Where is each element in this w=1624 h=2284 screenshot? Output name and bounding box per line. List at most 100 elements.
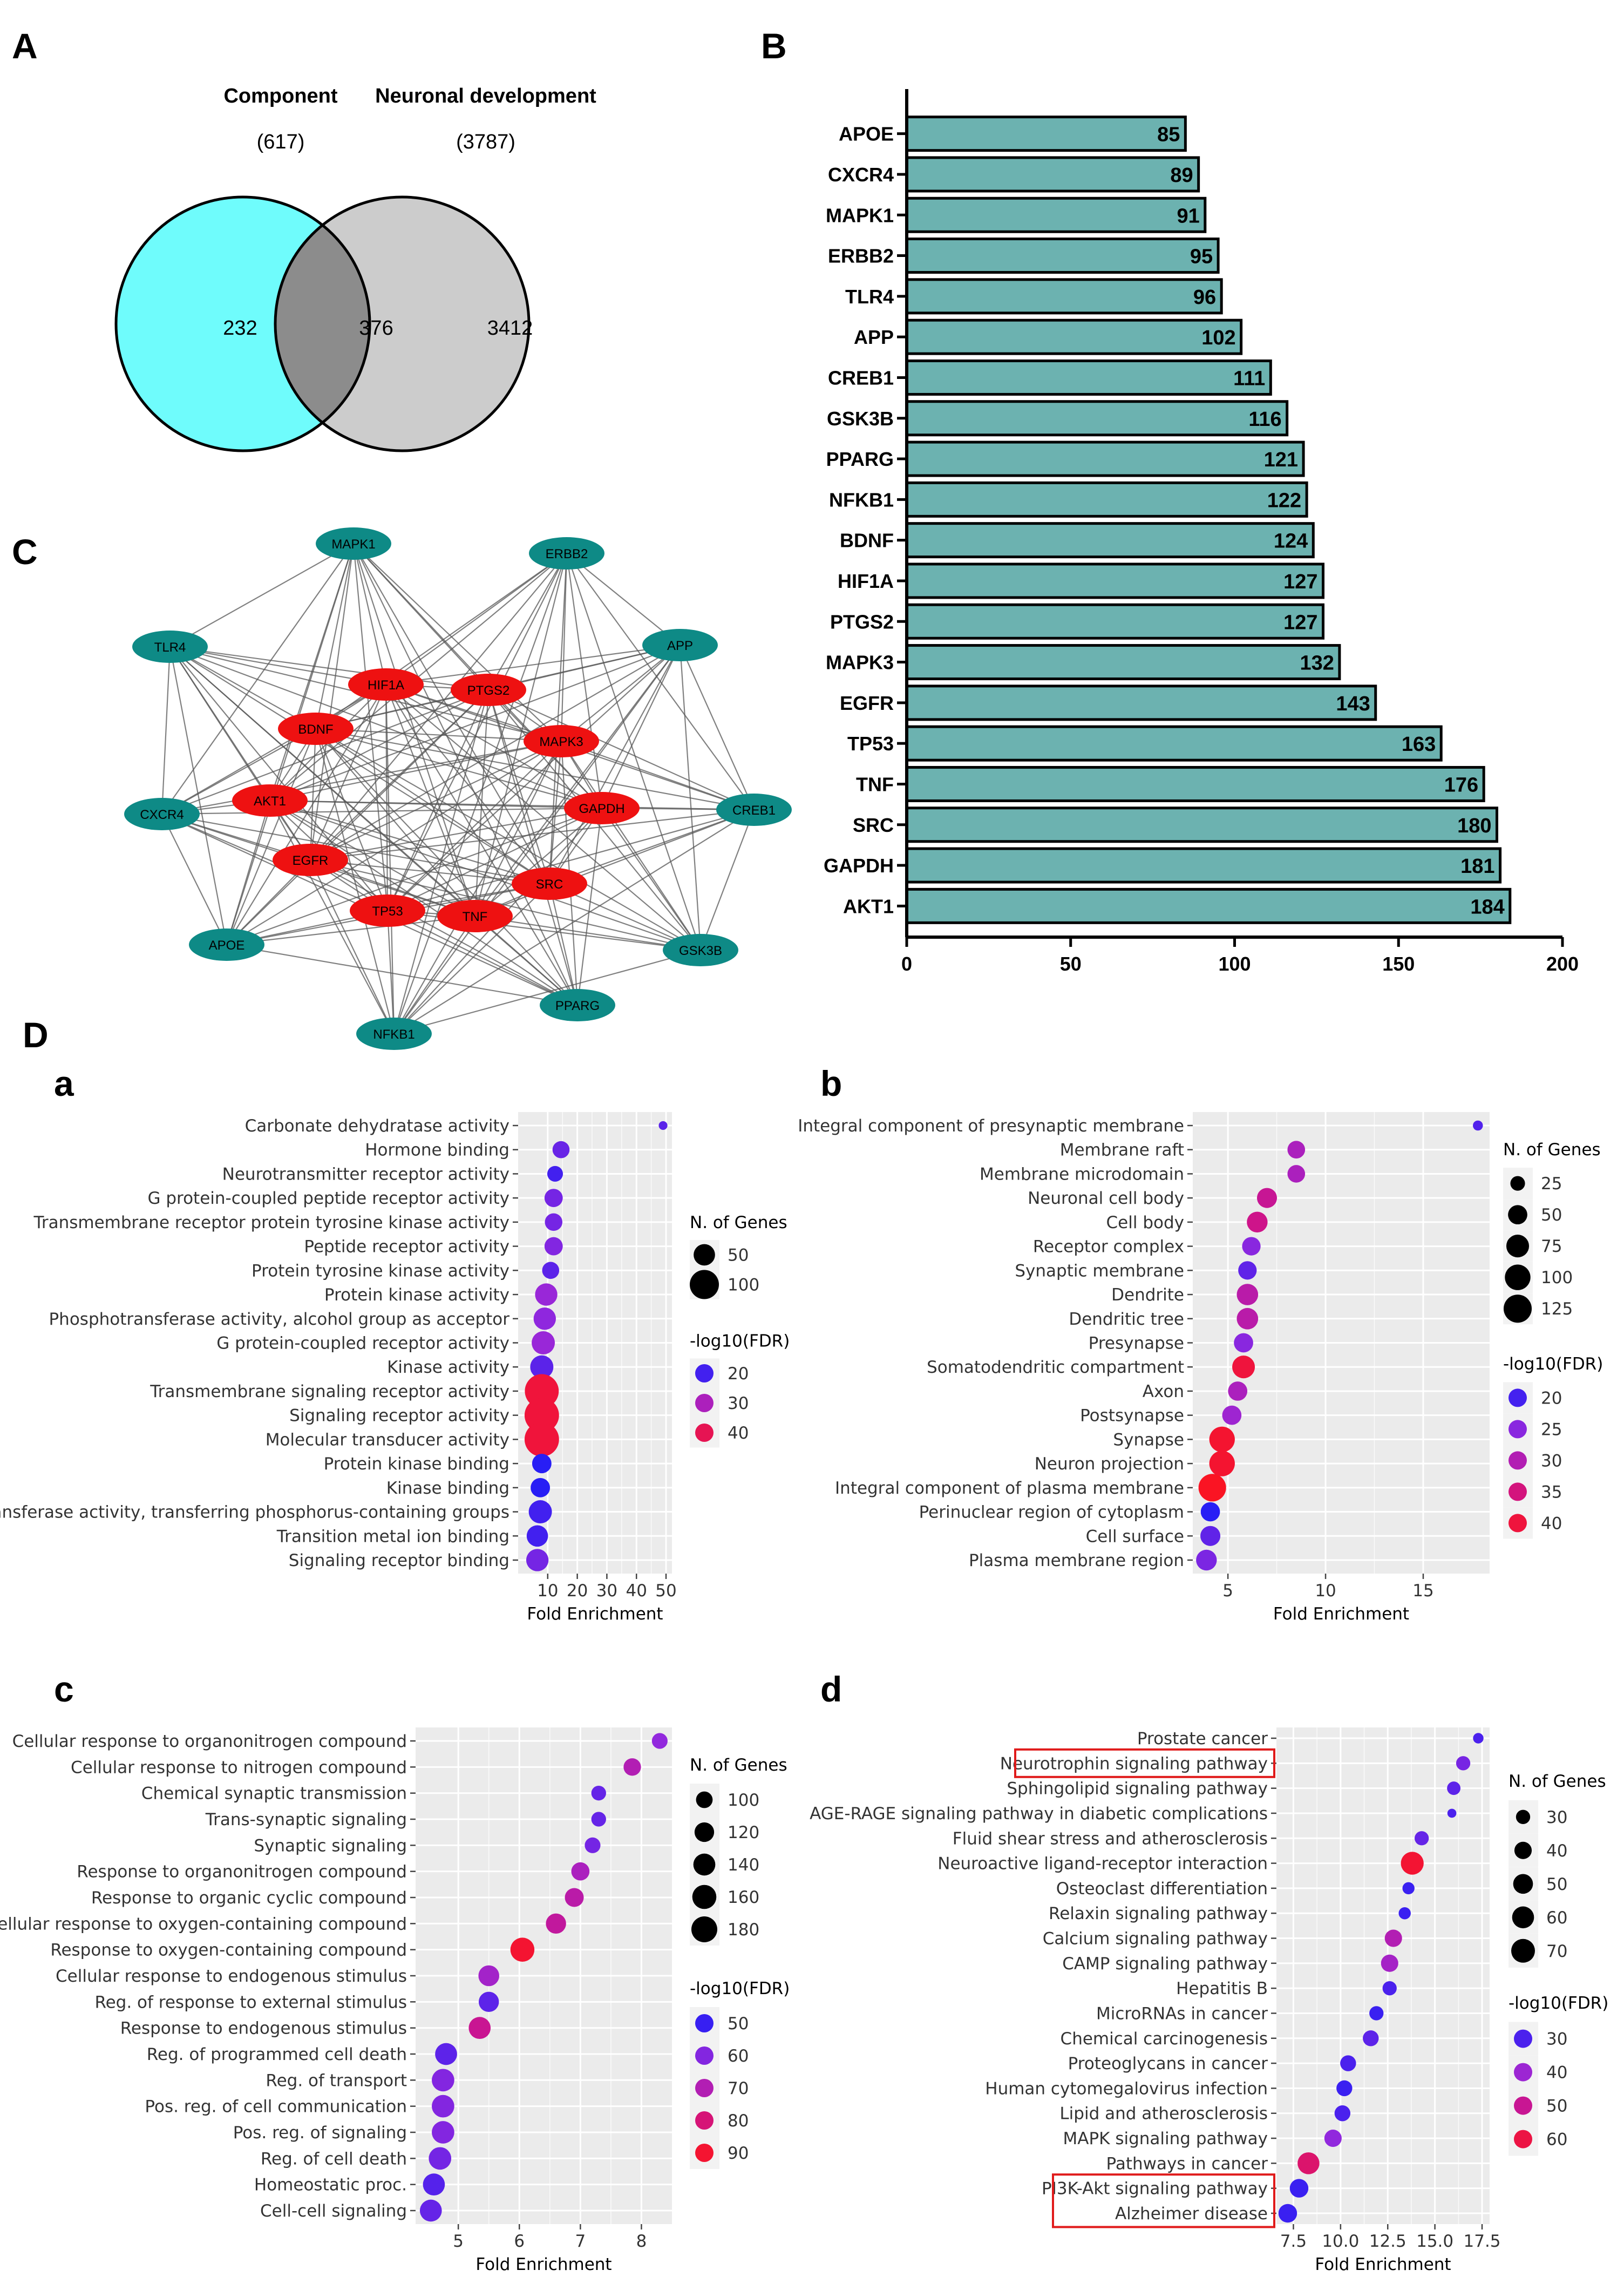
network-edge bbox=[487, 689, 551, 884]
degree-bar-chart: APOE 85 CXCR4 89 MAPK1 91 ERBB2 95 TLR4 96 APP 102 C… bbox=[824, 89, 1579, 975]
color-legend-label: 30 bbox=[1546, 2030, 1567, 2049]
panel-label-a: a bbox=[54, 1063, 74, 1103]
dot bbox=[591, 1812, 606, 1827]
network-node-label: AKT1 bbox=[254, 794, 286, 809]
highlight-box bbox=[1014, 1748, 1275, 1778]
size-legend-dot bbox=[1504, 1295, 1532, 1323]
network-edge bbox=[161, 728, 316, 815]
network-edge bbox=[169, 646, 316, 729]
network-edge bbox=[315, 543, 355, 729]
x-tick-label: 10 bbox=[537, 1581, 558, 1601]
network-edge bbox=[315, 728, 389, 911]
network-edge bbox=[474, 916, 578, 1006]
network-edge bbox=[387, 741, 562, 911]
dot bbox=[1196, 1549, 1217, 1571]
dot bbox=[535, 1283, 558, 1306]
color-legend-dot bbox=[695, 1424, 714, 1442]
dot bbox=[552, 1141, 570, 1158]
size-legend-label: 120 bbox=[728, 1823, 759, 1842]
y-tick-label: Cellular response to endogenous stimulus bbox=[56, 1967, 407, 1986]
network-edge bbox=[161, 684, 386, 815]
y-tick-label: Neuroactive ligand-receptor interaction bbox=[937, 1854, 1268, 1874]
size-legend-label: 30 bbox=[1546, 1808, 1567, 1827]
y-tick-label: Neurotransmitter receptor activity bbox=[222, 1164, 509, 1184]
y-tick-label: ERBB2 bbox=[828, 245, 894, 267]
y-tick-label: Receptor complex bbox=[1033, 1237, 1184, 1257]
network-edge bbox=[601, 645, 681, 809]
dot bbox=[1278, 2204, 1297, 2223]
y-tick-label: Perinuclear region of cytoplasm bbox=[919, 1503, 1184, 1522]
y-tick-label: Peptide receptor activity bbox=[304, 1237, 509, 1257]
y-tick-label: Pos. reg. of signaling bbox=[233, 2123, 407, 2143]
dot bbox=[1340, 2055, 1356, 2071]
color-legend-label: 40 bbox=[728, 1424, 749, 1443]
bar-value-label: 163 bbox=[1402, 733, 1436, 756]
dot bbox=[1336, 2080, 1353, 2097]
y-tick-label: Cell body bbox=[1106, 1213, 1184, 1232]
size-legend-label: 140 bbox=[728, 1855, 759, 1875]
network-edge bbox=[161, 807, 602, 815]
network-node bbox=[278, 713, 354, 745]
y-tick-label: PPARG bbox=[826, 448, 894, 470]
dot bbox=[432, 2095, 454, 2118]
network-edge bbox=[393, 916, 475, 1034]
x-tick-label: 15 bbox=[1412, 1581, 1433, 1601]
dot bbox=[1324, 2129, 1342, 2147]
y-tick-label: GAPDH bbox=[824, 855, 894, 877]
size-legend-dot bbox=[1508, 1205, 1527, 1225]
network-node bbox=[273, 844, 348, 876]
color-legend-label: 35 bbox=[1541, 1482, 1562, 1502]
y-tick-label: Cell surface bbox=[1086, 1527, 1184, 1546]
network-edge bbox=[315, 728, 562, 742]
venn-overlap-count: 376 bbox=[359, 317, 393, 340]
size-legend-label: 125 bbox=[1541, 1299, 1573, 1319]
dot bbox=[1287, 1165, 1306, 1183]
y-tick-label: GSK3B bbox=[827, 408, 894, 430]
panel-label-d: d bbox=[820, 1669, 842, 1709]
y-tick-label: Hepatitis B bbox=[1176, 1979, 1268, 1998]
size-legend-label: 70 bbox=[1546, 1942, 1567, 1961]
y-tick-label: Phosphotransferase activity, alcohol gro… bbox=[49, 1310, 509, 1329]
network-node-label: APOE bbox=[209, 938, 245, 953]
dot bbox=[526, 1549, 549, 1571]
y-tick-label: NFKB1 bbox=[829, 489, 894, 511]
bar-value-label: 176 bbox=[1444, 774, 1478, 796]
network-edge bbox=[387, 808, 602, 911]
network-edge bbox=[169, 646, 311, 860]
network-edge bbox=[474, 809, 755, 917]
y-tick-label: Plasma membrane region bbox=[969, 1551, 1184, 1570]
bar-value-label: 111 bbox=[1233, 367, 1265, 390]
y-tick-label: TNF bbox=[856, 773, 894, 795]
dot bbox=[1228, 1381, 1248, 1401]
y-tick-label: Synapse bbox=[1113, 1430, 1184, 1449]
panel-label-b: b bbox=[820, 1063, 842, 1103]
network-edge bbox=[385, 684, 701, 951]
y-tick-label: Dendrite bbox=[1111, 1285, 1184, 1305]
network-edge bbox=[315, 728, 578, 1006]
dot bbox=[1247, 1211, 1268, 1233]
venn-right-total: (3787) bbox=[456, 131, 515, 153]
x-tick-label: 5 bbox=[453, 2232, 464, 2251]
network-edge bbox=[488, 689, 755, 811]
network-node bbox=[524, 725, 599, 757]
network-node bbox=[189, 928, 264, 961]
network-edge bbox=[474, 645, 681, 917]
dot bbox=[544, 1237, 563, 1256]
highlight-box bbox=[1052, 2173, 1275, 2228]
y-tick-label: CAMP signaling pathway bbox=[1062, 1954, 1268, 1974]
size-legend-label: 50 bbox=[1546, 1875, 1567, 1894]
color-legend-label: 80 bbox=[728, 2111, 749, 2131]
venn-left-title: Component bbox=[223, 85, 337, 107]
y-tick-label: Cellular response to organonitrogen comp… bbox=[12, 1732, 407, 1751]
y-tick-label: Neuronal cell body bbox=[1028, 1189, 1184, 1208]
y-tick-label: Signaling receptor binding bbox=[289, 1551, 509, 1570]
x-tick-label: 50 bbox=[655, 1581, 676, 1601]
dot bbox=[419, 2199, 442, 2222]
dot bbox=[423, 2173, 445, 2196]
bar-value-label: 85 bbox=[1157, 124, 1180, 146]
network-edge bbox=[576, 808, 603, 1006]
y-tick-label: BDNF bbox=[840, 530, 894, 552]
x-tick-label: 10.0 bbox=[1322, 2232, 1359, 2251]
y-tick-label: Protein kinase binding bbox=[324, 1454, 509, 1474]
